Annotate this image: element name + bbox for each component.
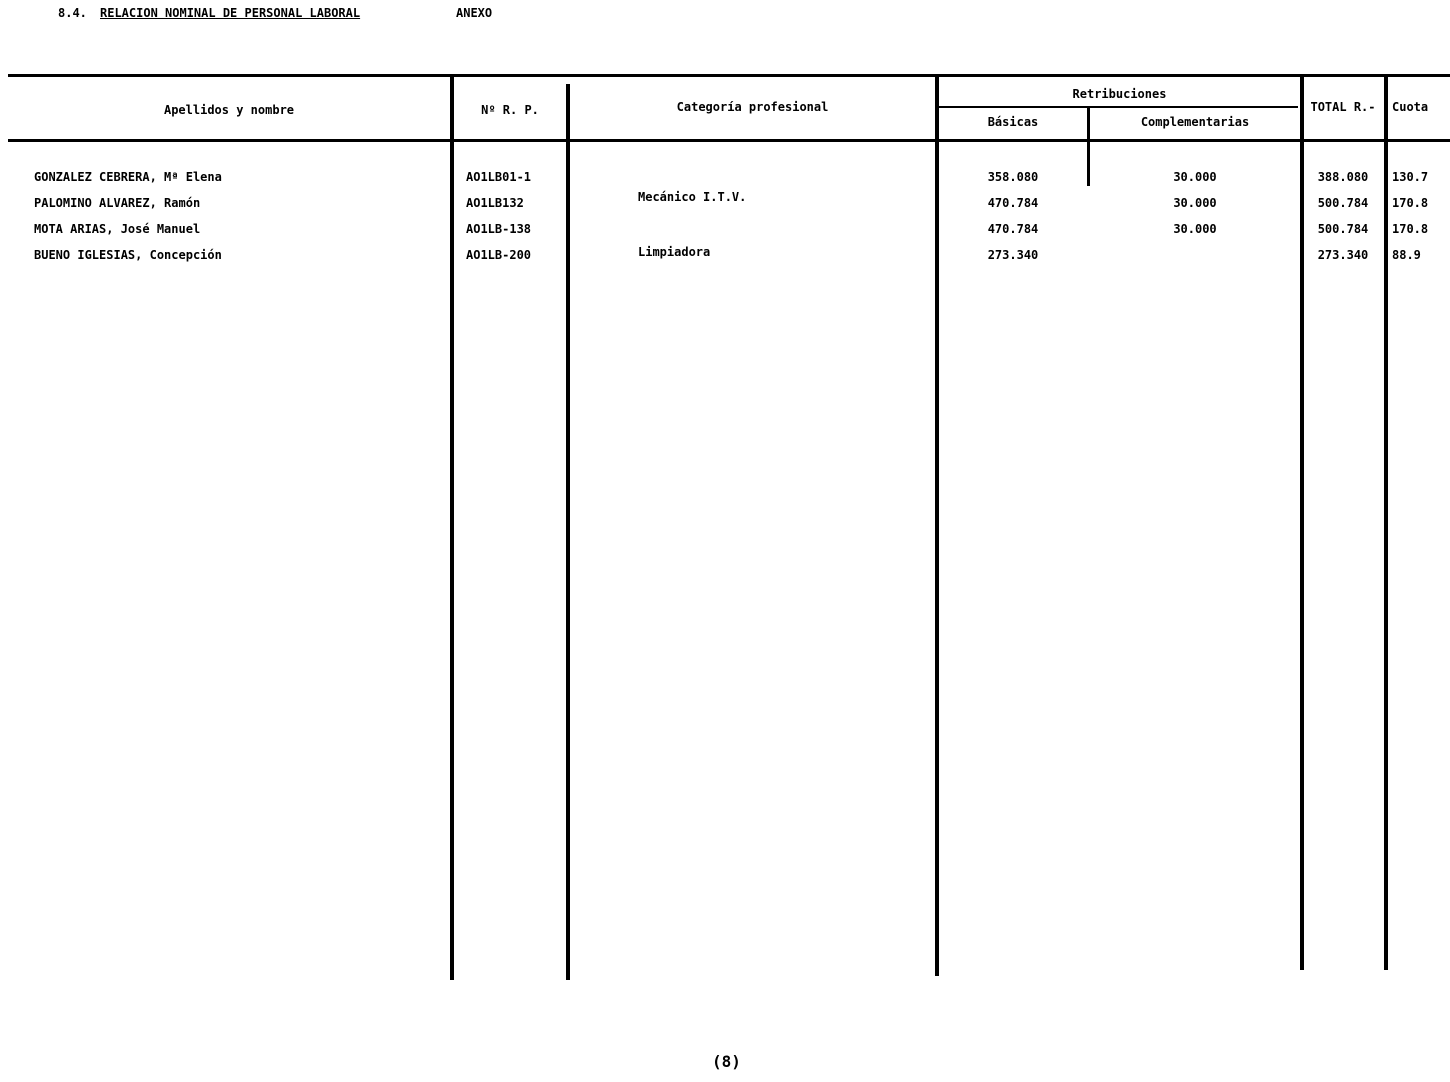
- header-bottom-rule: [8, 139, 1450, 142]
- section-number: 8.4.: [58, 6, 87, 20]
- cell-total: 500.784: [1317, 196, 1369, 210]
- cell-complementarias: 30.000: [1173, 222, 1217, 236]
- header-retribuciones: Retribuciones: [1072, 87, 1167, 101]
- document-title: RELACION NOMINAL DE PERSONAL LABORAL: [100, 6, 361, 20]
- cell-basicas: 470.784: [987, 196, 1039, 210]
- cell-basicas: 358.080: [987, 170, 1039, 184]
- cell-nrp: AO1LB01-1: [466, 170, 532, 184]
- cell-total: 388.080: [1317, 170, 1369, 184]
- cell-category: Mecánico I.T.V.: [638, 190, 747, 204]
- cell-cuota: 170.8: [1392, 222, 1429, 236]
- cell-name: GONZALEZ CEBRERA, Mª Elena: [34, 170, 222, 184]
- header-nrp: Nº R. P.: [481, 103, 539, 117]
- cell-category: Limpiadora: [638, 245, 711, 259]
- column-divider: [1300, 76, 1304, 970]
- column-divider: [450, 76, 454, 980]
- cell-basicas: 273.340: [987, 248, 1039, 262]
- header-category: Categoría profesional: [676, 100, 829, 114]
- cell-basicas: 470.784: [987, 222, 1039, 236]
- cell-name: BUENO IGLESIAS, Concepción: [34, 248, 222, 262]
- cell-name: PALOMINO ALVAREZ, Ramón: [34, 196, 201, 210]
- retribuciones-rule: [938, 106, 1298, 108]
- cell-name: MOTA ARIAS, José Manuel: [34, 222, 201, 236]
- header-total: TOTAL R.-: [1310, 100, 1376, 114]
- cell-nrp: AO1LB-138: [466, 222, 532, 236]
- cell-complementarias: 30.000: [1173, 196, 1217, 210]
- column-divider: [1384, 76, 1388, 970]
- column-divider: [935, 76, 939, 976]
- column-divider: [1087, 106, 1090, 186]
- cell-cuota: 170.8: [1392, 196, 1429, 210]
- cell-nrp: AO1LB132: [466, 196, 524, 210]
- cell-total: 500.784: [1317, 222, 1369, 236]
- cell-cuota: 130.7: [1392, 170, 1429, 184]
- header-cuota: Cuota: [1392, 100, 1429, 114]
- cell-nrp: AO1LB-200: [466, 248, 532, 262]
- header-name: Apellidos y nombre: [163, 103, 295, 117]
- cell-cuota: 88.9: [1392, 248, 1421, 262]
- cell-complementarias: 30.000: [1173, 170, 1217, 184]
- header-complementarias: Complementarias: [1140, 115, 1250, 129]
- header-basicas: Básicas: [987, 115, 1039, 129]
- cell-total: 273.340: [1317, 248, 1369, 262]
- document-code: ANEXO: [456, 6, 493, 20]
- table-top-rule: [8, 74, 1450, 77]
- column-divider: [566, 84, 570, 980]
- page-number: (8): [712, 1052, 741, 1071]
